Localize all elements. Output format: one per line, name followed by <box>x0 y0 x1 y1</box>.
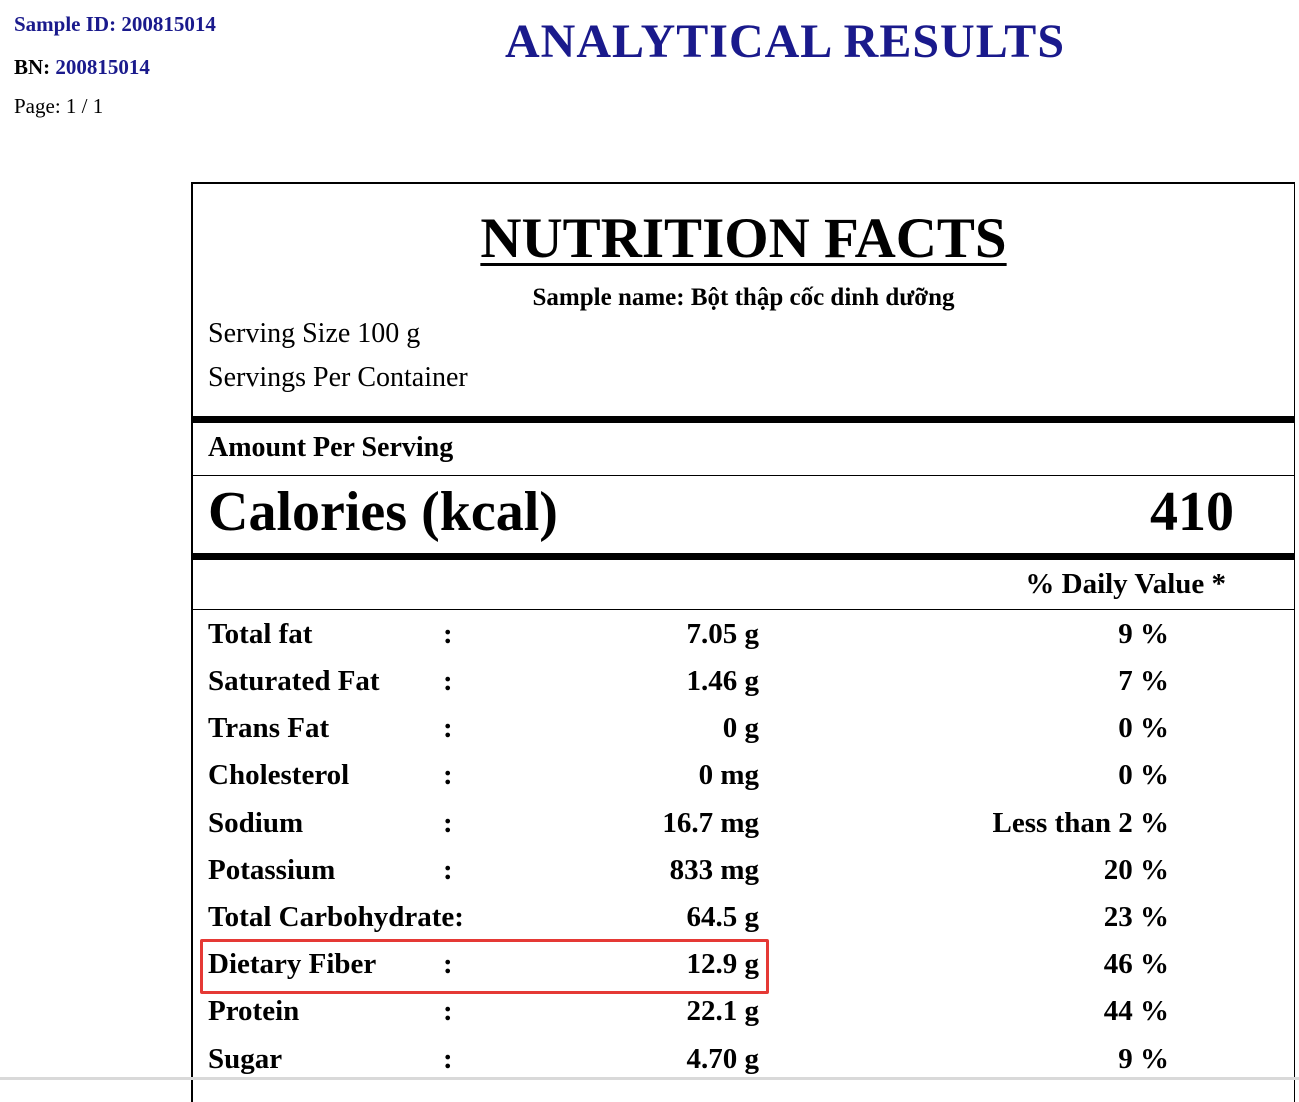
nutrient-name: Cholesterol <box>208 759 350 791</box>
nutrient-colon: : <box>443 712 453 744</box>
nutrition-facts-panel: NUTRITION FACTS Sample name: Bột thập cố… <box>191 182 1295 1102</box>
page-bottom-edge <box>0 1077 1299 1080</box>
nutrient-row: Total Carbohydrate: 64.5 g 23 % <box>193 901 1294 948</box>
nutrient-row: Cholesterol : 0 mg 0 % <box>193 759 1294 806</box>
nutrient-name: Total Carbohydrate: <box>208 901 464 933</box>
nutrient-colon: : <box>443 807 453 839</box>
calories-value: 410 <box>1150 481 1234 543</box>
amount-per-serving: Amount Per Serving <box>208 432 454 463</box>
sample-id: Sample ID: 200815014 <box>14 12 216 37</box>
nutrient-name: Protein <box>208 995 300 1027</box>
nutrient-daily-value: 20 % <box>1103 854 1169 886</box>
nutrient-row: Saturated Fat : 1.46 g 7 % <box>193 665 1294 712</box>
nutrient-row: Protein : 22.1 g 44 % <box>193 995 1294 1042</box>
nutrient-colon: : <box>443 618 453 650</box>
page-indicator: Page: 1 / 1 <box>14 94 104 118</box>
nutrient-amount: 1.46 g <box>686 665 760 697</box>
batch-number: BN: 200815014 <box>14 55 150 80</box>
nutrient-name: Total fat <box>208 618 313 650</box>
dietary-fiber-highlight-box <box>200 939 769 994</box>
nutrient-row: Sugar : 4.70 g 9 % <box>193 1043 1294 1090</box>
calories-label: Calories (kcal) <box>208 481 558 543</box>
sample-name: Sample name: Bột thập cốc dinh dưỡng <box>532 284 955 311</box>
nutrient-row: Trans Fat : 0 g 0 % <box>193 712 1294 759</box>
nutrient-name: Saturated Fat <box>208 665 380 697</box>
nutrient-amount: 12.9 g <box>686 948 760 980</box>
nutrient-amount: 64.5 g <box>686 901 760 933</box>
nutrient-daily-value: 0 % <box>1118 759 1169 791</box>
nutrition-facts-title-text: NUTRITION FACTS <box>480 207 1007 270</box>
divider <box>193 475 1294 476</box>
nutrient-amount: 0 mg <box>698 759 759 791</box>
nutrient-colon: : <box>443 854 453 886</box>
nutrient-colon: : <box>443 665 453 697</box>
servings-per-container: Servings Per Container <box>208 362 468 393</box>
nutrient-daily-value: 7 % <box>1118 665 1169 697</box>
nutrient-amount: 22.1 g <box>686 995 760 1027</box>
nutrient-amount: 4.70 g <box>686 1043 760 1075</box>
nutrient-daily-value: 44 % <box>1103 995 1169 1027</box>
nutrient-daily-value: 23 % <box>1103 901 1169 933</box>
bn-value: 200815014 <box>55 55 150 79</box>
nutrient-amount: 833 mg <box>669 854 759 886</box>
nutrient-daily-value: 46 % <box>1103 948 1169 980</box>
nutrient-colon: : <box>443 1043 453 1075</box>
nutrient-amount: 7.05 g <box>686 618 760 650</box>
sample-id-value: 200815014 <box>121 12 216 36</box>
daily-value-header: % Daily Value * <box>1025 568 1226 600</box>
nutrient-amount: 16.7 mg <box>662 807 759 839</box>
nutrient-name: Trans Fat <box>208 712 330 744</box>
nutrient-daily-value: 0 % <box>1118 712 1169 744</box>
nutrient-name: Sugar <box>208 1043 283 1075</box>
nutrient-row: Sodium : 16.7 mg Less than 2 % <box>193 807 1294 854</box>
nutrient-daily-value: Less than 2 % <box>992 807 1169 839</box>
nutrition-facts-title: NUTRITION FACTS <box>193 206 1294 271</box>
nutrient-name: Sodium <box>208 807 304 839</box>
divider <box>193 609 1294 610</box>
nutrient-name: Potassium <box>208 854 336 886</box>
nutrient-row: Potassium : 833 mg 20 % <box>193 854 1294 901</box>
nutrient-name: Dietary Fiber <box>208 948 377 980</box>
divider-thick <box>193 416 1294 423</box>
document-title: ANALYTICAL RESULTS <box>505 15 1066 68</box>
nutrient-colon: : <box>443 995 453 1027</box>
nutrient-row: Dietary Fiber : 12.9 g 46 % <box>193 948 1294 995</box>
nutrient-row: Total fat : 7.05 g 9 % <box>193 618 1294 665</box>
divider-thick <box>193 553 1294 560</box>
serving-size: Serving Size 100 g <box>208 318 421 349</box>
nutrient-colon: : <box>443 759 453 791</box>
nutrient-colon: : <box>443 948 453 980</box>
sample-id-label: Sample ID: <box>14 12 117 36</box>
bn-label: BN: <box>14 55 51 79</box>
nutrient-daily-value: 9 % <box>1118 1043 1169 1075</box>
nutrient-amount: 0 g <box>722 712 759 744</box>
nutrient-daily-value: 9 % <box>1118 618 1169 650</box>
